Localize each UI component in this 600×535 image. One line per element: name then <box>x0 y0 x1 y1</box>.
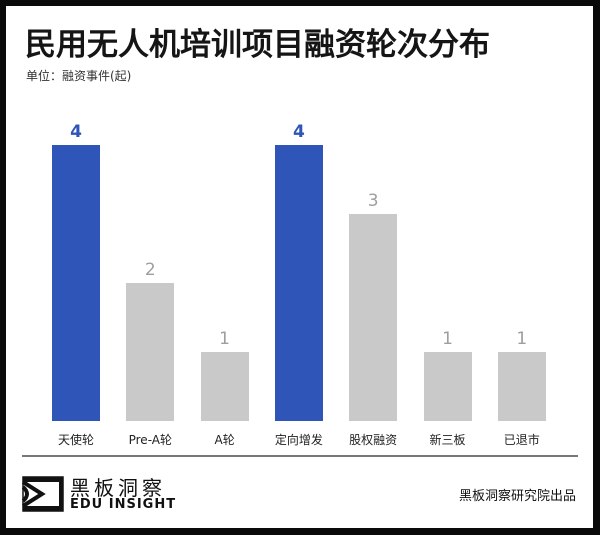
category-label: 股权融资 <box>349 433 398 447</box>
category-label: 天使轮 <box>57 433 94 447</box>
bar-value-label: 4 <box>70 122 82 142</box>
bar-value-label: 1 <box>442 329 453 349</box>
category-label: A轮 <box>214 433 235 447</box>
brand-name-en: EDU INSIGHT <box>70 497 177 512</box>
bar-plot-area: 4 天使轮 2 Pre-A轮 1 A轮 4 定向增发 3 股权融资 1 新三板 1 已退市 <box>6 6 593 456</box>
category-label: 已退市 <box>503 433 540 447</box>
category-label: 新三板 <box>429 433 466 447</box>
chart-title: 民用无人机培训项目融资轮次分布 <box>25 27 490 63</box>
category-label: 定向增发 <box>274 433 323 447</box>
bar-3 <box>274 145 323 421</box>
footer-divider <box>22 455 578 457</box>
bar-5 <box>423 352 472 421</box>
unit-label: 单位：融资事件(起) <box>26 69 132 83</box>
bar-value-label: 1 <box>516 329 528 349</box>
bar-1 <box>126 283 175 421</box>
bar-2 <box>200 352 249 421</box>
bar-value-label: 1 <box>219 329 230 349</box>
bar-0 <box>52 145 100 421</box>
bar-6 <box>497 352 546 421</box>
eye-frame-logo-icon <box>22 476 64 512</box>
source-credit: 黑板洞察研究院出品 <box>458 489 576 504</box>
bar-value-label: 2 <box>144 260 156 280</box>
bar-value-label: 4 <box>292 122 305 142</box>
chart-panel: 民用无人机培训项目融资轮次分布 单位：融资事件(起) 4 天使轮 2 Pre-A轮 1 A… <box>6 6 593 528</box>
brand-name-cn: 黑板洞察 <box>70 476 166 500</box>
bar-4 <box>349 214 398 421</box>
bar-value-label: 3 <box>367 191 379 211</box>
category-label: Pre-A轮 <box>128 433 172 447</box>
